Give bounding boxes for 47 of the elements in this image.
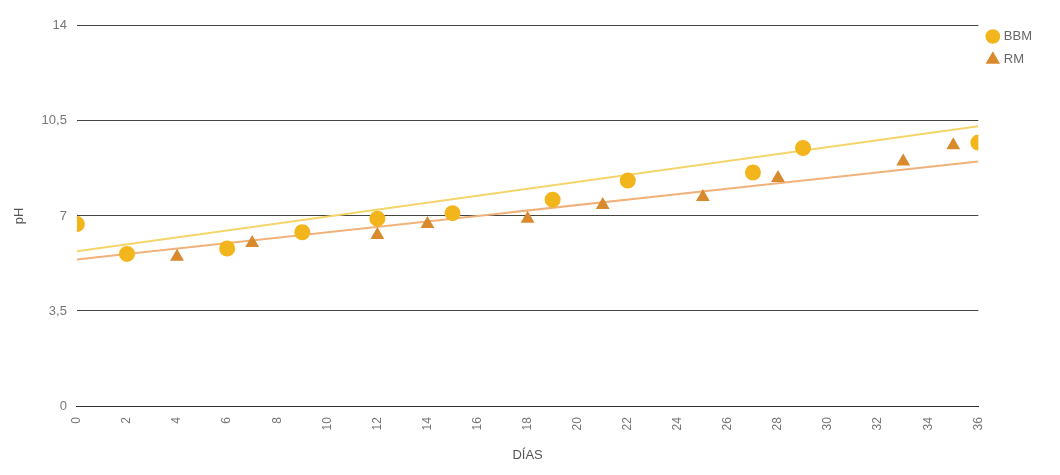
point: [521, 211, 534, 223]
x-tick-label: 36: [970, 416, 985, 431]
point: [771, 170, 785, 182]
point: [596, 198, 609, 210]
x-tick-label: 18: [519, 416, 534, 431]
point: [294, 224, 311, 241]
point: [619, 172, 636, 189]
x-tick-label: 0: [69, 416, 84, 424]
point: [170, 249, 184, 261]
x-tick-label: 10: [319, 416, 334, 431]
x-axis-title: DÍAS: [512, 446, 544, 462]
x-tick-label: 8: [269, 416, 284, 424]
legend-label: BBM: [1003, 28, 1032, 44]
point: [897, 154, 910, 166]
point: [444, 205, 461, 222]
point: [795, 140, 812, 157]
point: [696, 189, 710, 201]
x-tick-label: 22: [620, 416, 635, 431]
x-tick-label: 2: [119, 416, 134, 424]
y-tick-label: 7: [59, 207, 67, 223]
point: [544, 191, 561, 208]
x-tick-label: 20: [570, 416, 585, 431]
legend-label: RM: [1003, 51, 1025, 67]
point: [245, 236, 259, 248]
point: [369, 210, 386, 227]
x-tick-label: 32: [870, 416, 885, 431]
x-tick-label: 14: [419, 416, 434, 431]
y-tick-label: 3,5: [48, 302, 67, 318]
y-tick-label: 10,5: [41, 112, 67, 128]
x-tick-label: 28: [770, 416, 785, 431]
point: [371, 227, 384, 239]
point: [744, 164, 761, 181]
x-tick-label: 12: [369, 416, 384, 431]
x-tick-label: 34: [920, 416, 935, 431]
x-tick-label: 4: [169, 416, 184, 424]
y-axis-title: pH: [11, 207, 27, 225]
x-tick-label: 16: [469, 416, 484, 431]
point: [947, 138, 960, 150]
x-tick-label: 26: [720, 416, 735, 431]
y-tick-label: 14: [52, 17, 67, 33]
x-tick-label: 24: [670, 416, 685, 431]
point: [219, 240, 236, 257]
y-tick-label: 0: [59, 397, 67, 413]
point: [118, 245, 135, 262]
point: [421, 217, 434, 229]
x-tick-label: 6: [219, 416, 234, 424]
x-tick-label: 30: [820, 416, 835, 431]
